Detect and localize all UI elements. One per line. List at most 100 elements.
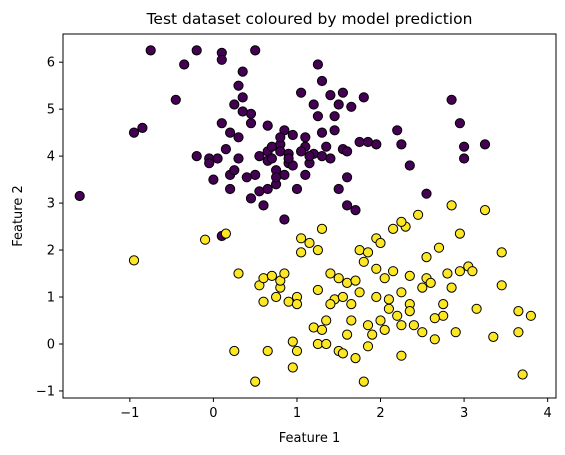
data-point-class-1 <box>362 320 374 331</box>
data-point-class-0 <box>237 106 248 117</box>
data-point-class-1 <box>342 329 353 340</box>
data-point-class-1 <box>388 266 399 277</box>
y-axis-ticks: −1 0 1 2 3 4 5 6 <box>36 56 63 399</box>
data-point-class-0 <box>371 139 382 150</box>
data-point-class-0 <box>454 118 465 129</box>
data-point-class-1 <box>454 228 465 239</box>
data-point-class-1 <box>316 223 328 234</box>
data-point-class-0 <box>233 132 244 143</box>
data-point-class-1 <box>429 334 440 345</box>
data-point-class-1 <box>321 315 332 326</box>
data-point-class-0 <box>271 172 282 183</box>
data-point-class-1 <box>404 270 415 281</box>
data-point-class-1 <box>446 282 457 293</box>
data-point-class-0 <box>333 183 344 195</box>
data-point-class-0 <box>212 153 223 164</box>
data-point-class-1 <box>304 237 315 249</box>
data-point-class-1 <box>312 245 323 256</box>
data-point-class-1 <box>367 329 378 340</box>
x-axis-label: Feature 1 <box>279 431 341 446</box>
data-point-class-1 <box>471 303 482 314</box>
y-tick-label: 4 <box>47 150 55 165</box>
plot-frame <box>62 33 557 399</box>
data-point-class-0 <box>254 151 265 162</box>
data-point-class-1 <box>271 291 282 303</box>
data-point-class-0 <box>204 158 215 169</box>
data-point-class-0 <box>275 146 286 157</box>
data-point-class-0 <box>225 183 236 195</box>
data-point-class-1 <box>220 228 231 239</box>
data-point-class-1 <box>392 310 403 321</box>
data-point-class-1 <box>296 233 307 244</box>
data-point-class-1 <box>346 315 357 326</box>
data-point-class-1 <box>513 306 524 317</box>
points-layer <box>74 45 537 387</box>
x-tick-label: 2 <box>376 406 384 421</box>
y-tick-label: −1 <box>36 384 55 399</box>
data-point-class-1 <box>396 287 407 298</box>
data-point-class-1 <box>312 284 323 296</box>
data-point-class-0 <box>312 111 323 122</box>
data-point-class-1 <box>287 362 298 373</box>
data-point-class-0 <box>170 94 181 105</box>
data-point-class-1 <box>496 280 507 291</box>
data-point-class-1 <box>371 291 382 303</box>
data-point-class-1 <box>258 273 269 284</box>
data-point-class-1 <box>296 247 307 258</box>
data-point-class-0 <box>287 129 298 141</box>
data-point-class-0 <box>296 87 307 98</box>
data-point-class-1 <box>350 353 361 364</box>
data-point-class-1 <box>279 268 290 279</box>
data-point-class-0 <box>245 193 257 204</box>
x-tick-label: −1 <box>120 406 139 421</box>
data-point-class-0 <box>245 118 257 129</box>
data-point-class-1 <box>417 327 428 338</box>
data-point-class-1 <box>325 299 336 310</box>
data-point-class-0 <box>342 146 353 157</box>
data-point-class-1 <box>442 268 453 279</box>
x-tick-label: 4 <box>544 406 552 421</box>
data-point-class-1 <box>128 255 140 266</box>
data-point-class-0 <box>191 151 202 162</box>
data-point-class-0 <box>300 132 311 143</box>
y-axis-label: Feature 2 <box>11 185 26 247</box>
data-point-class-0 <box>216 118 227 129</box>
data-point-class-1 <box>396 216 407 227</box>
data-point-class-0 <box>220 144 231 155</box>
data-point-class-0 <box>275 132 286 143</box>
data-point-class-1 <box>362 341 374 352</box>
data-point-class-1 <box>346 299 357 310</box>
data-point-class-1 <box>325 268 336 279</box>
data-point-class-1 <box>413 209 424 220</box>
data-point-class-1 <box>379 324 390 335</box>
data-point-class-0 <box>358 92 369 103</box>
data-point-class-1 <box>333 273 344 284</box>
data-point-class-1 <box>479 205 491 216</box>
data-point-class-1 <box>350 275 361 286</box>
data-point-class-0 <box>346 101 357 112</box>
data-point-class-0 <box>333 99 344 110</box>
data-point-class-0 <box>296 146 307 157</box>
data-point-class-1 <box>358 256 369 267</box>
data-point-class-1 <box>450 327 461 338</box>
data-point-class-0 <box>329 111 340 122</box>
data-point-class-1 <box>396 320 407 331</box>
data-point-class-0 <box>316 151 328 162</box>
data-point-class-1 <box>358 376 369 387</box>
data-point-class-1 <box>517 369 528 380</box>
data-point-class-0 <box>237 92 248 103</box>
data-point-class-1 <box>383 303 394 314</box>
data-point-class-1 <box>525 310 537 321</box>
data-point-class-1 <box>287 336 298 347</box>
data-point-class-1 <box>421 252 432 263</box>
data-point-class-0 <box>208 174 219 185</box>
data-point-class-0 <box>396 139 407 150</box>
data-point-class-0 <box>254 186 265 197</box>
data-point-class-1 <box>337 348 348 359</box>
data-point-class-1 <box>316 324 328 335</box>
data-point-class-1 <box>433 242 445 253</box>
data-point-class-0 <box>229 99 240 110</box>
data-point-class-0 <box>337 87 348 98</box>
y-tick-label: 5 <box>47 103 55 118</box>
